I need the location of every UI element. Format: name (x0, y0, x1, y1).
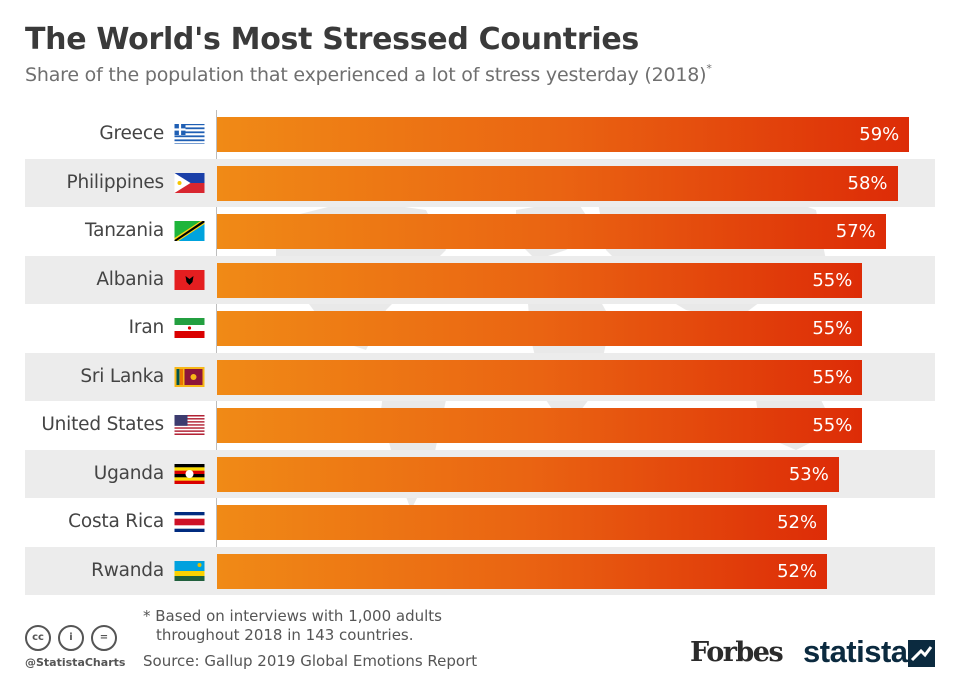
bar: 57% (217, 214, 886, 249)
footnote-line-2: throughout 2018 in 143 countries. (156, 626, 414, 644)
category-label: Albania (96, 268, 164, 290)
bar: 53% (217, 456, 839, 492)
data-label: 55% (812, 415, 853, 436)
creative-commons-icon: cc (25, 625, 51, 651)
data-label: 58% (847, 172, 888, 194)
costa-rica-flag-icon (174, 512, 205, 532)
bar-row: Sri Lanka 55% (25, 352, 935, 401)
bar-row: Iran 55% (25, 304, 935, 352)
statista-handle: @StatistaCharts (25, 656, 126, 669)
bar: 52% (217, 553, 828, 589)
category-label: Rwanda (91, 559, 164, 581)
footnote-line-1: * Based on interviews with 1,000 adults (143, 607, 442, 625)
bar-chart: Greece 59% Philippines 58% Tanzania 57% Albani… (0, 110, 960, 600)
category-axis-line (216, 110, 217, 594)
bar-row: Greece 59% (25, 110, 935, 158)
category-label: Tanzania (85, 220, 164, 241)
bar-row: Tanzania 57% (25, 207, 935, 255)
no-derivatives-icon: = (91, 625, 117, 651)
footnote: * Based on interviews with 1,000 adults … (143, 607, 442, 645)
category-label: Philippines (66, 171, 165, 193)
uganda-flag-icon (174, 463, 205, 484)
albania-flag-icon (174, 269, 205, 290)
statista-logo-text: statista (803, 634, 908, 669)
attribution-icon: i (58, 625, 84, 651)
iran-flag-icon (174, 318, 205, 338)
bar-row: Rwanda 52% (25, 546, 935, 595)
bar: 58% (217, 165, 898, 201)
bar: 55% (217, 311, 863, 346)
bar-row: Albania 55% (25, 255, 935, 304)
chart-subtitle: Share of the population that experienced… (25, 62, 712, 86)
bar-row: United States 55% (25, 401, 935, 449)
bar: 55% (217, 262, 863, 298)
tanzania-flag-icon (174, 221, 205, 241)
category-label: Iran (128, 317, 165, 338)
category-label: Greece (99, 123, 164, 144)
statista-logo-icon (908, 640, 935, 667)
forbes-logo: Forbes (690, 637, 784, 668)
subtitle-footnote-mark: * (706, 62, 712, 75)
data-label: 59% (859, 124, 900, 145)
rwanda-flag-icon (174, 560, 205, 581)
category-label: Sri Lanka (80, 365, 164, 387)
bar-row: Costa Rica 52% (25, 498, 935, 546)
chart-title: The World's Most Stressed Countries (25, 22, 639, 57)
data-label: 55% (812, 318, 853, 339)
bar: 55% (217, 408, 863, 443)
greece-flag-icon (174, 124, 205, 144)
philippines-flag-icon (174, 172, 205, 193)
data-label: 55% (812, 269, 853, 291)
subtitle-text: Share of the population that experienced… (25, 64, 707, 86)
bar-row: Philippines 58% (25, 158, 935, 207)
category-label: Uganda (93, 462, 164, 484)
data-label: 53% (788, 463, 829, 485)
source-note: Source: Gallup 2019 Global Emotions Repo… (143, 652, 478, 670)
bar: 52% (217, 505, 828, 540)
data-label: 57% (835, 221, 876, 242)
data-label: 55% (812, 366, 853, 388)
data-label: 52% (777, 560, 818, 582)
bar-row: Uganda 53% (25, 449, 935, 498)
united-states-flag-icon (174, 415, 205, 435)
category-label: United States (41, 414, 164, 435)
data-label: 52% (777, 512, 818, 533)
bar: 55% (217, 359, 863, 395)
bar: 59% (217, 117, 910, 152)
sri-lanka-flag-icon (174, 366, 205, 387)
category-label: Costa Rica (68, 511, 164, 532)
